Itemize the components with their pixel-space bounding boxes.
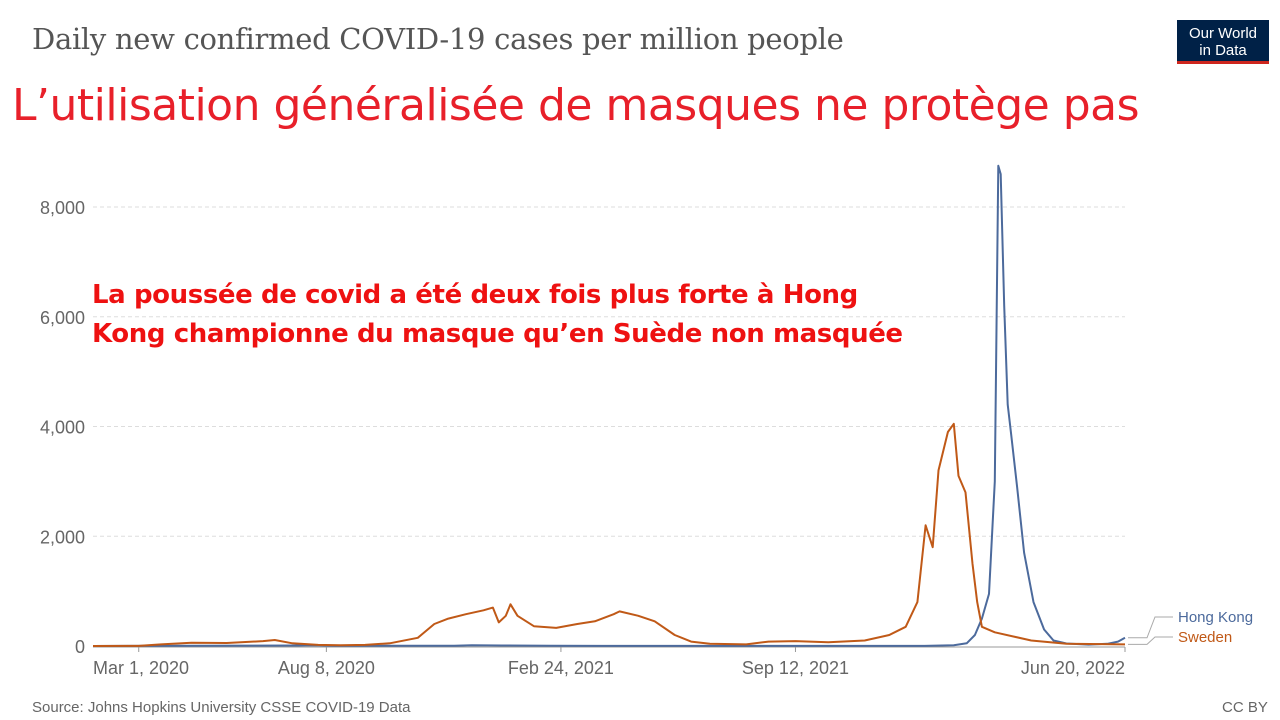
axis-layer: 0 2,000 4,000 6,000 8,000 Mar 1, 2020 Aug 8, 2… bbox=[40, 198, 1126, 678]
series-line-sweden bbox=[92, 422, 1126, 647]
y-tick-label: 0 bbox=[75, 637, 85, 657]
annotation-line-1: La poussée de covid a été deux fois plus… bbox=[92, 280, 858, 310]
annotation-line-2: Kong championne du masque qu’en Suède no… bbox=[92, 319, 903, 349]
series-line-hong-kong bbox=[92, 164, 1126, 647]
x-tick-label: Sep 12, 2021 bbox=[742, 658, 849, 678]
source-note[interactable]: Source: Johns Hopkins University CSSE CO… bbox=[32, 699, 411, 716]
x-tick-label: Aug 8, 2020 bbox=[278, 658, 375, 678]
grid-layer bbox=[93, 206, 1125, 537]
legend-layer: Hong Kong Sweden bbox=[1128, 609, 1253, 646]
legend-connector bbox=[1128, 636, 1173, 645]
series-layer bbox=[92, 164, 1126, 647]
slide-headline: L’utilisation généralisée de masques ne … bbox=[12, 80, 1140, 131]
legend-label-sweden: Sweden bbox=[1178, 629, 1232, 646]
annotation: La poussée de covid a été deux fois plus… bbox=[92, 276, 992, 354]
x-tick-label: Mar 1, 2020 bbox=[93, 658, 189, 678]
logo-line-2: in Data bbox=[1199, 42, 1247, 59]
x-tick-label: Feb 24, 2021 bbox=[508, 658, 614, 678]
license-label[interactable]: CC BY bbox=[1222, 699, 1268, 716]
y-tick-label: 8,000 bbox=[40, 198, 85, 218]
y-tick-label: 4,000 bbox=[40, 418, 85, 438]
chart-title: Daily new confirmed COVID-19 cases per m… bbox=[32, 22, 844, 56]
legend-label-hong-kong: Hong Kong bbox=[1178, 609, 1253, 626]
y-tick-label: 6,000 bbox=[40, 308, 85, 328]
x-tick-label: Jun 20, 2022 bbox=[1021, 658, 1125, 678]
logo-line-1: Our World bbox=[1188, 25, 1258, 42]
owid-logo[interactable]: Our World in Data bbox=[1177, 20, 1269, 64]
legend-connector bbox=[1128, 616, 1173, 639]
y-tick-label: 2,000 bbox=[40, 527, 85, 547]
